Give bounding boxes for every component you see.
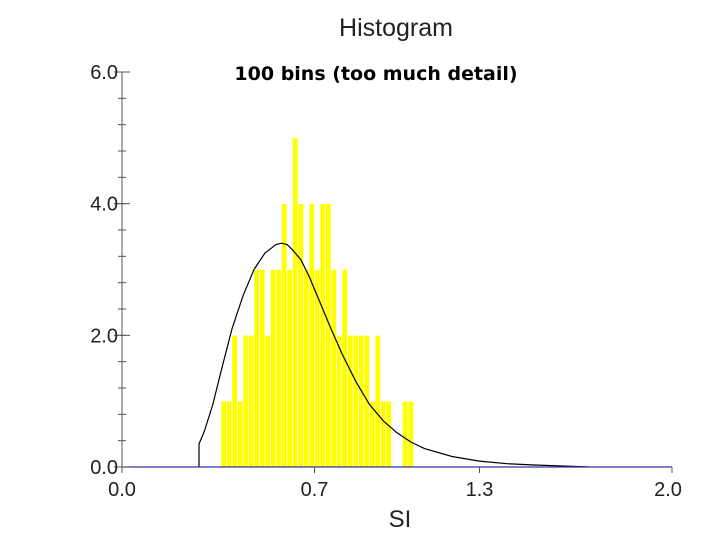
histogram-bar-10 — [275, 269, 282, 468]
histogram-bar-3 — [237, 400, 244, 468]
histogram-bar-23 — [347, 335, 354, 468]
histogram-bar-31 — [402, 400, 409, 468]
histogram-bar-32 — [407, 400, 414, 468]
histogram-bar-21 — [336, 335, 343, 468]
x-tick-label: 2.0 — [654, 479, 682, 501]
chart-title: Histogram — [339, 14, 453, 42]
histogram-bar-8 — [264, 335, 271, 468]
histogram-bar-14 — [297, 203, 304, 468]
histogram-bar-5 — [248, 335, 255, 468]
histogram-bar-20 — [330, 269, 337, 468]
histogram-bar-19 — [325, 203, 332, 468]
histogram-bar-12 — [286, 269, 293, 468]
x-tick-label: 0.7 — [301, 479, 329, 501]
x-tick-label: 1.3 — [466, 479, 494, 501]
y-tick-label: 4.0 — [90, 194, 118, 216]
histogram-bar-6 — [253, 269, 260, 468]
histogram-bar-24 — [352, 335, 359, 468]
histogram-bar-4 — [242, 335, 249, 468]
y-tick-label: 2.0 — [90, 325, 118, 347]
histogram-bar-13 — [292, 137, 299, 468]
histogram-bar-28 — [374, 335, 381, 468]
histogram-bar-30 — [385, 400, 392, 468]
x-tick-label: 0.0 — [108, 479, 136, 501]
bars-group — [220, 137, 414, 468]
density-curve — [198, 242, 590, 468]
histogram-bar-1 — [226, 400, 233, 468]
histogram-bar-29 — [380, 400, 387, 468]
histogram-bar-18 — [319, 203, 326, 468]
histogram-bar-26 — [363, 335, 370, 468]
x-axis-label: SI — [389, 506, 412, 533]
histogram-bar-15 — [303, 269, 310, 468]
histogram-bar-7 — [259, 269, 266, 468]
histogram-bar-22 — [341, 269, 348, 468]
histogram-bar-2 — [231, 335, 238, 468]
chart-subtitle: 100 bins (too much detail) — [234, 63, 517, 85]
axes-group: 0.0 2.0 4.0 6.0 0.0 0.7 1.3 2.0 — [90, 62, 682, 501]
histogram-bar-0 — [220, 400, 227, 468]
histogram-bar-16 — [308, 203, 315, 468]
histogram-bar-27 — [369, 400, 376, 468]
y-tick-label: 6.0 — [90, 62, 118, 84]
histogram-bar-25 — [358, 335, 365, 468]
density-group — [198, 242, 590, 468]
histogram-bar-9 — [270, 269, 277, 468]
y-tick-label: 0.0 — [90, 457, 118, 479]
